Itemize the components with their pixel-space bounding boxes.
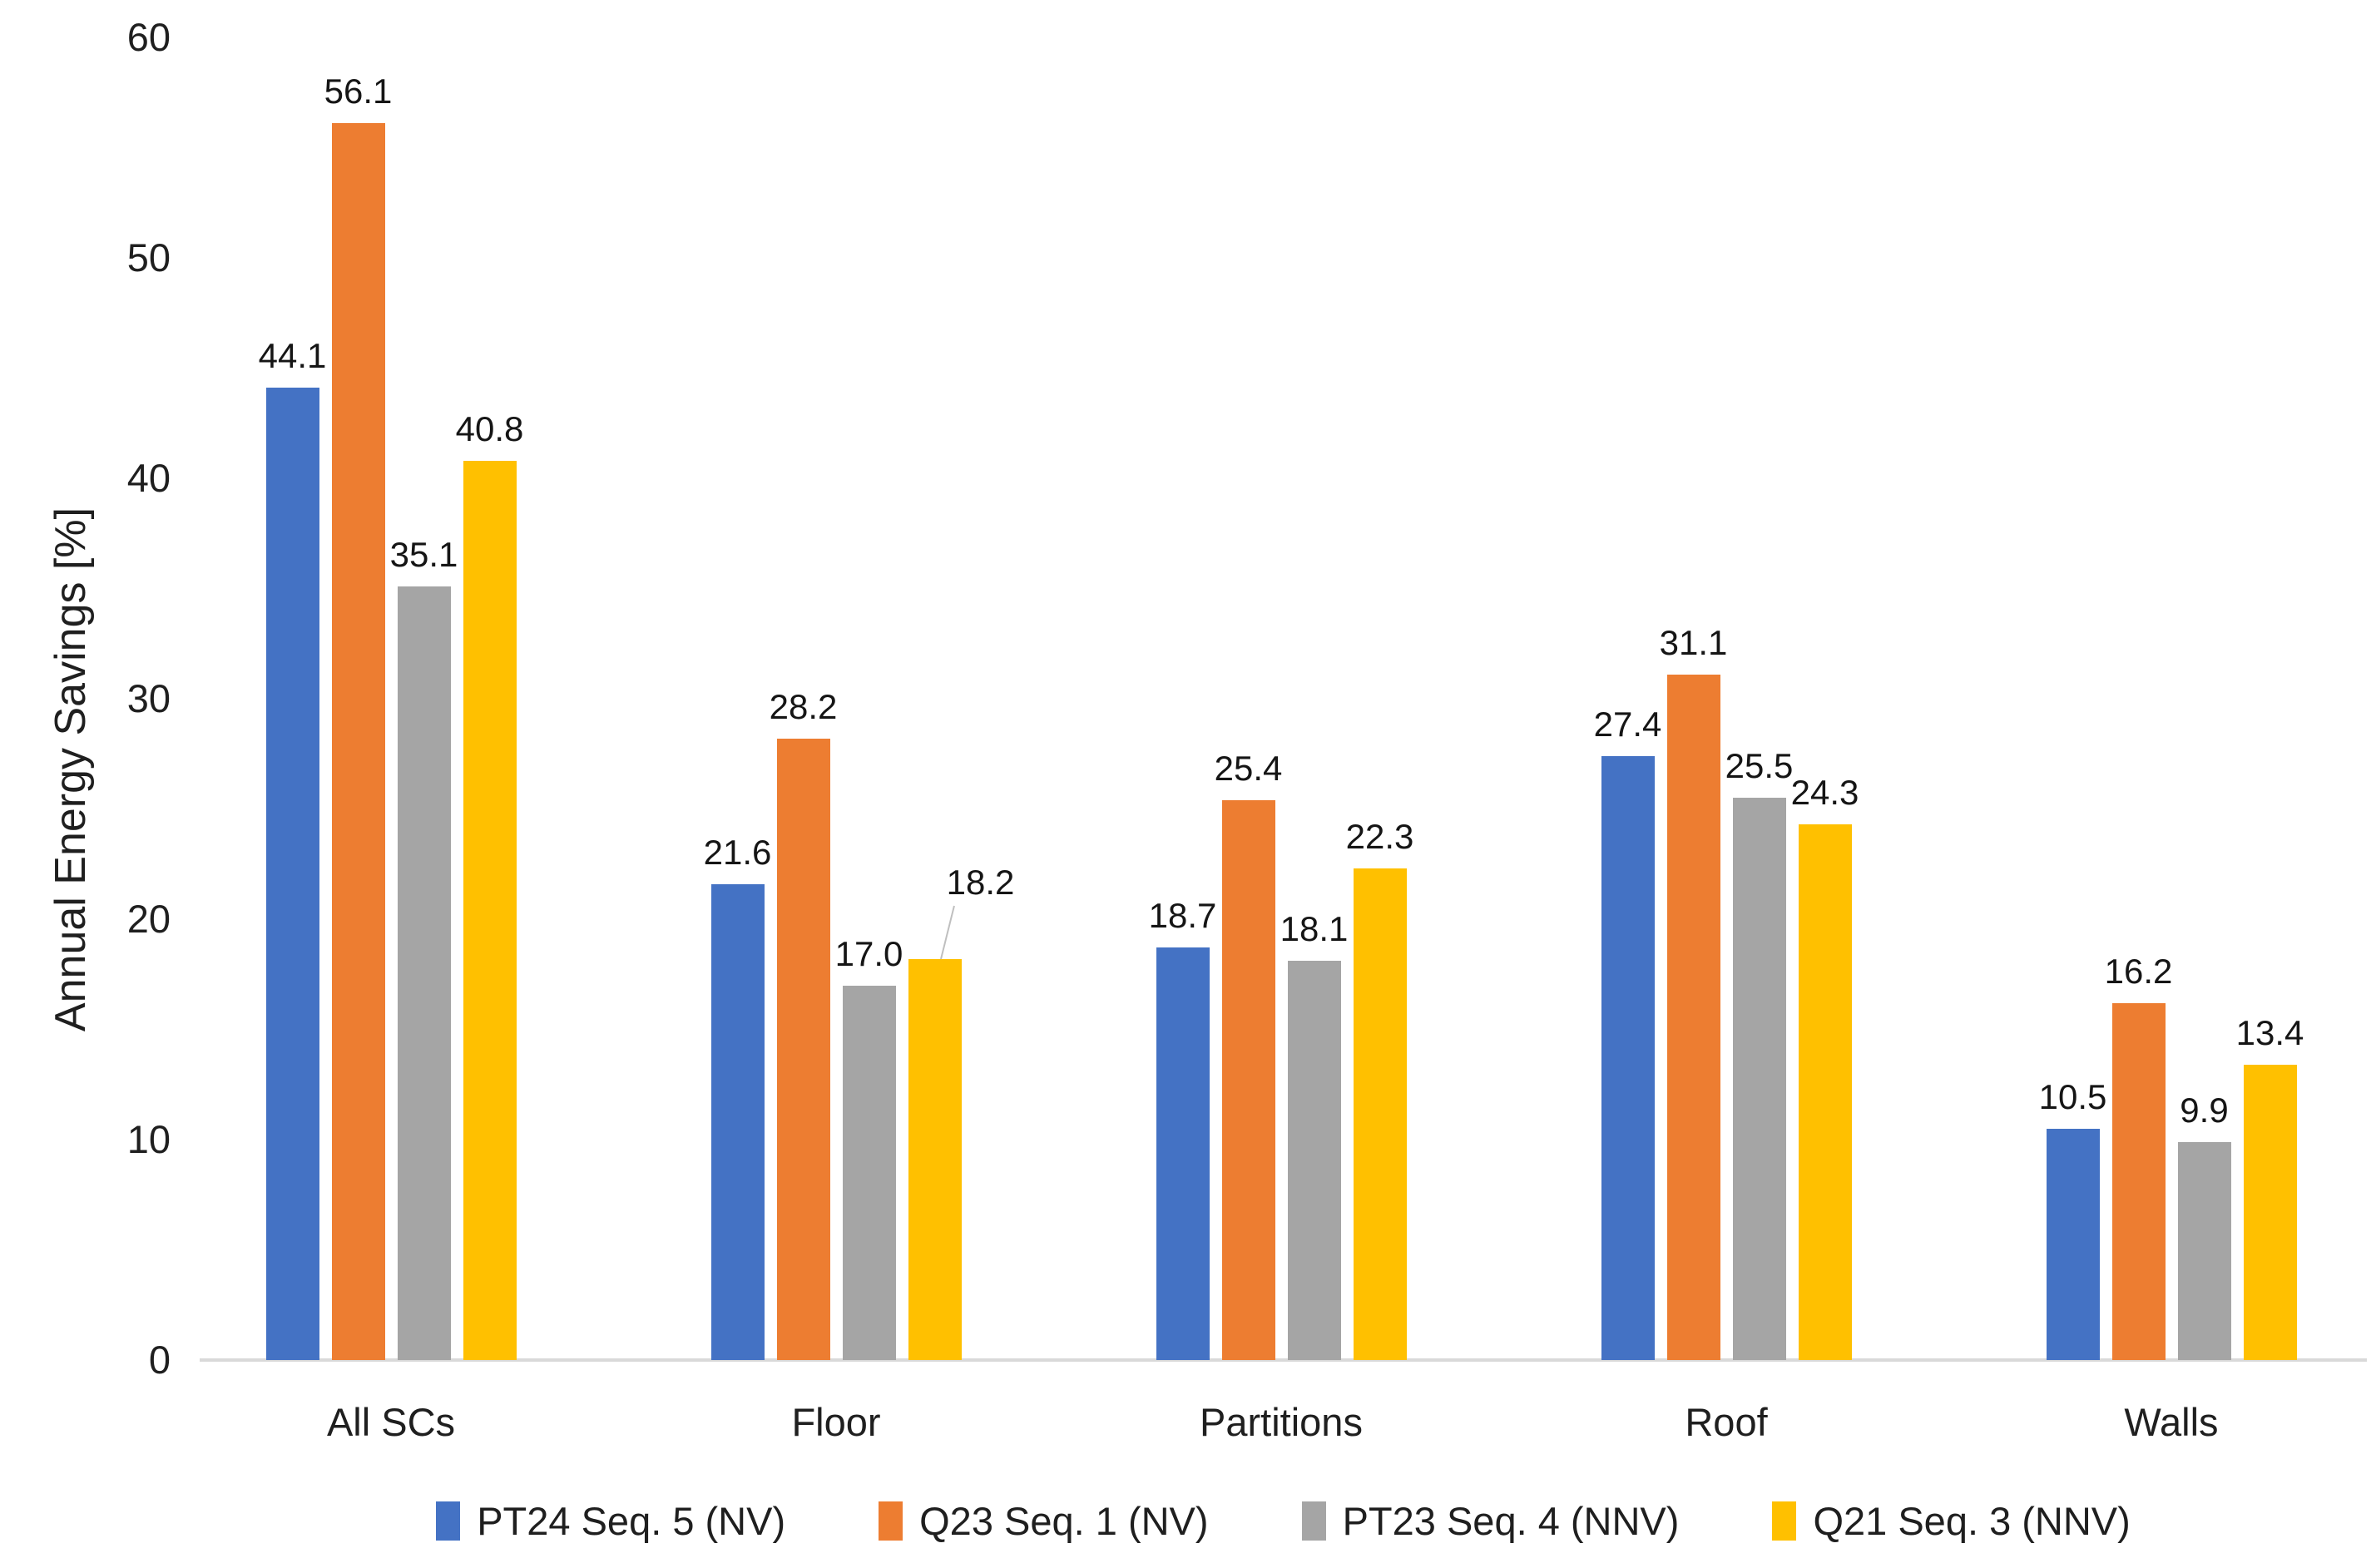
data-label: 18.2 bbox=[946, 862, 1015, 902]
legend-item: PT24 Seq. 5 (NV) bbox=[436, 1498, 785, 1544]
y-axis-title: Annual Energy Savings [%] bbox=[47, 507, 95, 1032]
legend-label: PT24 Seq. 5 (NV) bbox=[477, 1498, 786, 1543]
data-label: 24.3 bbox=[1790, 773, 1859, 813]
bar bbox=[710, 883, 765, 1360]
bar bbox=[1666, 674, 1720, 1360]
bar bbox=[2111, 1002, 2166, 1360]
bar bbox=[776, 738, 830, 1360]
legend-label: PT23 Seq. 4 (NNV) bbox=[1342, 1498, 1680, 1543]
bar bbox=[908, 958, 962, 1360]
data-label: 56.1 bbox=[324, 72, 393, 111]
bar bbox=[1221, 799, 1275, 1360]
bar bbox=[1601, 755, 1655, 1360]
category-label: Walls bbox=[2124, 1400, 2219, 1444]
category-label: Floor bbox=[791, 1400, 881, 1444]
data-label: 40.8 bbox=[455, 408, 524, 448]
x-axis-line bbox=[200, 1358, 2367, 1362]
legend-swatch bbox=[436, 1501, 461, 1541]
category-label: All SCs bbox=[326, 1400, 456, 1444]
category-label: Roof bbox=[1685, 1400, 1768, 1444]
y-axis-tick-label: 40 bbox=[126, 456, 171, 500]
legend-item: Q23 Seq. 1 (NV) bbox=[879, 1498, 1209, 1544]
legend-item: Q21 Seq. 3 (NNV) bbox=[1772, 1498, 2131, 1544]
data-label: 17.0 bbox=[834, 933, 903, 973]
bar bbox=[397, 586, 451, 1360]
legend-swatch bbox=[1301, 1501, 1326, 1541]
legend-label: Q23 Seq. 1 (NV) bbox=[919, 1498, 1209, 1543]
data-label: 27.4 bbox=[1593, 704, 1662, 744]
leader-line bbox=[939, 905, 955, 959]
data-label: 35.1 bbox=[389, 534, 458, 574]
bar bbox=[2046, 1128, 2100, 1360]
category-label: Partitions bbox=[1200, 1400, 1363, 1444]
data-label: 25.4 bbox=[1214, 748, 1283, 788]
y-axis-tick-label: 0 bbox=[148, 1338, 171, 1382]
bar bbox=[2177, 1141, 2231, 1360]
legend-swatch bbox=[879, 1501, 903, 1541]
data-label: 13.4 bbox=[2235, 1012, 2304, 1052]
bar bbox=[1732, 798, 1786, 1360]
y-axis-tick-label: 50 bbox=[126, 235, 171, 279]
data-label: 25.5 bbox=[1725, 746, 1794, 786]
bar bbox=[2243, 1064, 2297, 1360]
y-axis-tick-label: 20 bbox=[126, 897, 171, 941]
y-axis-tick-label: 10 bbox=[126, 1117, 171, 1161]
legend-label: Q21 Seq. 3 (NNV) bbox=[1813, 1498, 2131, 1543]
bar bbox=[1353, 868, 1407, 1360]
legend-swatch bbox=[1772, 1501, 1797, 1541]
data-label: 28.2 bbox=[769, 686, 838, 726]
data-label: 16.2 bbox=[2104, 951, 2173, 991]
data-label: 18.1 bbox=[1280, 909, 1349, 949]
legend: PT24 Seq. 5 (NV) Q23 Seq. 1 (NV) PT23 Seq.… bbox=[200, 1487, 2367, 1554]
bar bbox=[1156, 947, 1210, 1360]
data-label: 10.5 bbox=[2038, 1076, 2107, 1116]
bar bbox=[1287, 961, 1341, 1360]
data-label: 9.9 bbox=[2180, 1090, 2229, 1130]
data-label: 44.1 bbox=[258, 336, 327, 376]
data-label: 21.6 bbox=[703, 832, 772, 872]
data-label: 18.7 bbox=[1148, 896, 1217, 936]
data-label: 31.1 bbox=[1659, 622, 1728, 662]
bar bbox=[1798, 824, 1852, 1360]
bar bbox=[842, 985, 896, 1360]
y-axis-tick-label: 30 bbox=[126, 676, 171, 720]
y-axis-tick-label: 60 bbox=[126, 15, 171, 59]
bar bbox=[265, 388, 319, 1360]
data-label: 22.3 bbox=[1345, 817, 1414, 857]
legend-item: PT23 Seq. 4 (NNV) bbox=[1301, 1498, 1680, 1544]
bar bbox=[463, 460, 517, 1360]
bar bbox=[331, 123, 385, 1360]
